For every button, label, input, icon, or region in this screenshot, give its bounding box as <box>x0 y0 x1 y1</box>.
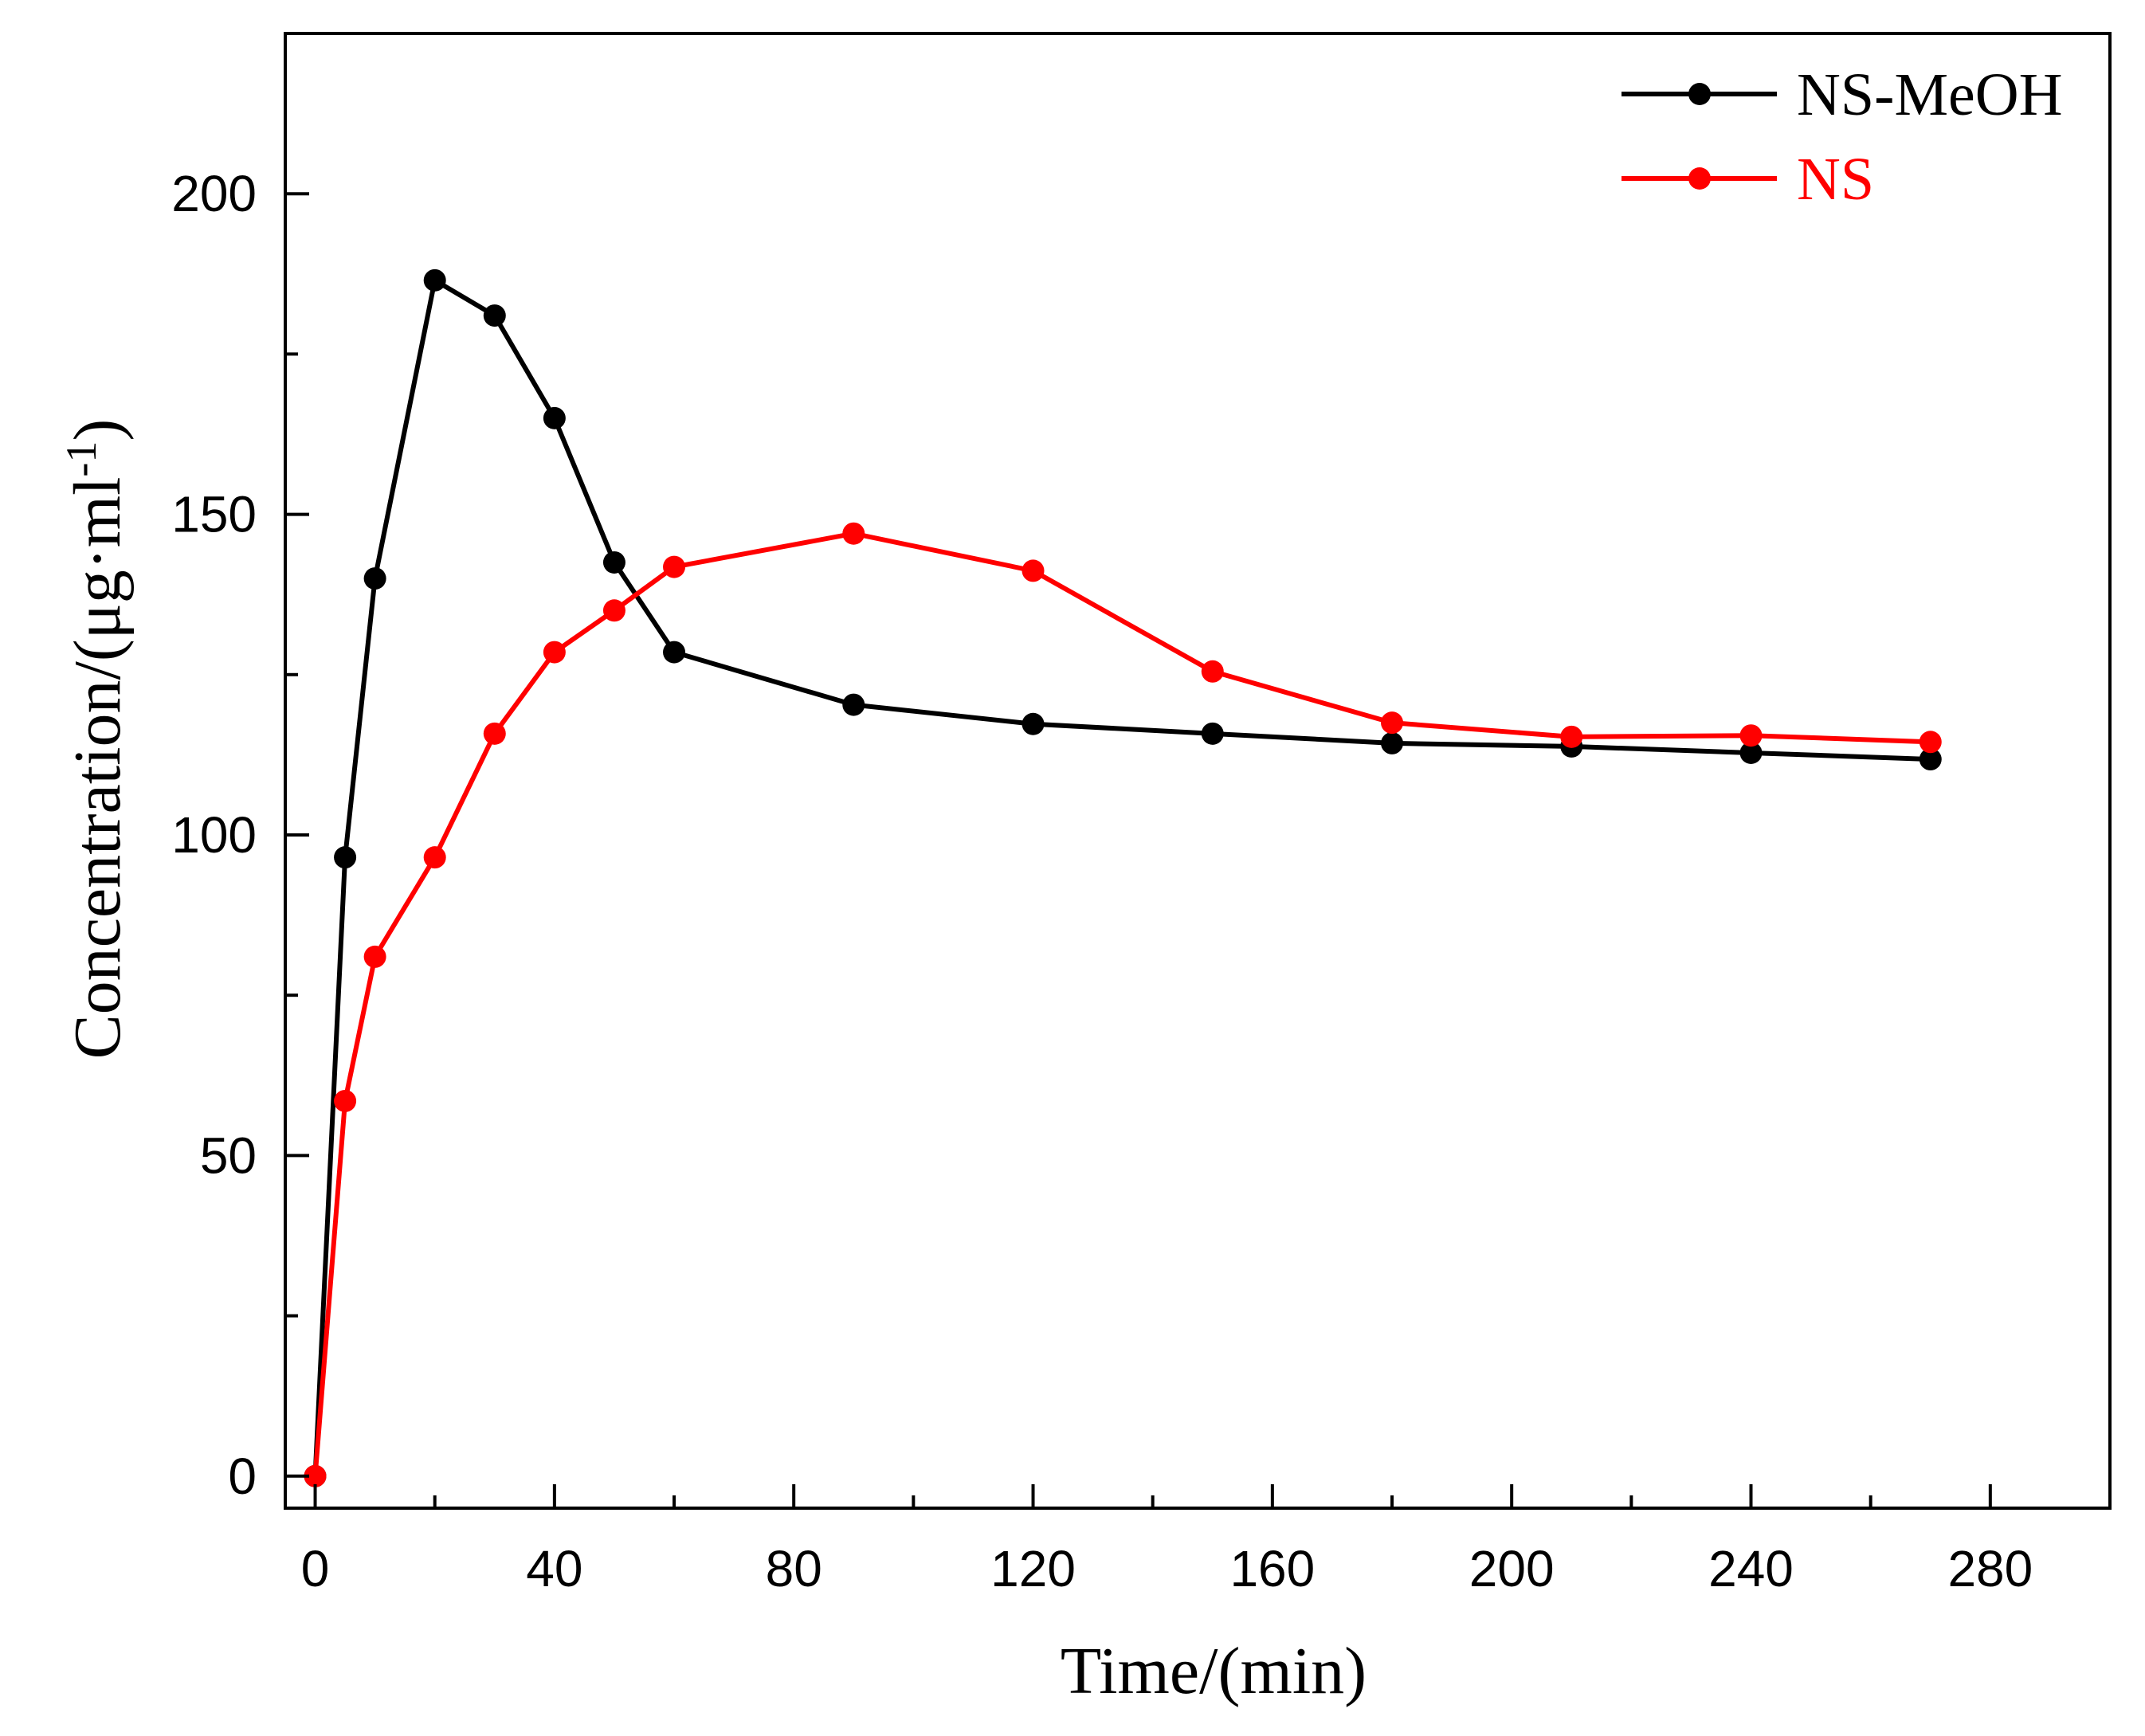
x-axis-title: Time/(min) <box>1061 1634 1367 1708</box>
legend: NS-MeOH NS <box>1621 61 2063 213</box>
data-point-ns-meoh <box>483 304 506 327</box>
data-point-ns <box>1919 731 1942 754</box>
x-tick-label: 200 <box>1469 1540 1555 1597</box>
y-tick-label: 100 <box>171 806 257 864</box>
y-axis-title-superscript: -1 <box>57 441 105 477</box>
legend-marker-ns <box>1688 167 1711 190</box>
data-point-ns-meoh <box>423 268 446 292</box>
y-tick-label: 0 <box>228 1448 257 1505</box>
y-axis-title: Concentration/(μg·ml-1) <box>57 419 135 1060</box>
series-line-ns <box>312 531 1931 1476</box>
data-point-ns <box>423 846 446 869</box>
x-tick-label: 120 <box>990 1540 1076 1597</box>
ticks-layer: 0 40 80 120 160 200 240 280 0 50 100 150 200 <box>171 165 2033 1597</box>
data-point-ns <box>1022 559 1045 582</box>
data-point-ns <box>363 945 386 968</box>
y-tick-label: 50 <box>200 1127 257 1184</box>
data-point-ns <box>663 555 686 578</box>
legend-label-ns-meoh: NS-MeOH <box>1797 61 2063 128</box>
data-point-ns <box>543 641 566 664</box>
legend-marker-ns-meoh <box>1688 83 1711 105</box>
y-tick-label: 200 <box>171 165 257 222</box>
data-point-ns-meoh <box>363 567 386 590</box>
data-point-ns <box>1739 724 1763 747</box>
x-tick-label: 280 <box>1947 1540 2033 1597</box>
data-point-ns <box>1560 725 1583 748</box>
data-point-ns-meoh <box>842 693 865 716</box>
y-tick-label: 150 <box>171 486 257 543</box>
plot-frame <box>284 32 2112 1510</box>
data-point-ns-meoh <box>663 641 686 664</box>
data-point-ns <box>304 1464 327 1487</box>
data-point-ns-meoh <box>1739 741 1763 764</box>
data-point-ns <box>334 1089 357 1112</box>
data-point-ns-meoh <box>1022 712 1045 735</box>
data-point-ns <box>1381 711 1404 735</box>
data-point-ns <box>602 599 625 622</box>
data-point-ns-meoh <box>334 846 357 869</box>
x-tick-label: 160 <box>1229 1540 1315 1597</box>
x-tick-label: 240 <box>1708 1540 1794 1597</box>
data-point-ns-meoh <box>1919 748 1942 771</box>
data-point-ns <box>1201 660 1224 683</box>
data-point-ns-meoh <box>543 406 566 429</box>
data-point-ns <box>483 722 506 745</box>
y-axis-title-main: Concentration/(μg·ml <box>61 477 135 1060</box>
data-point-ns <box>842 522 865 545</box>
x-tick-label: 0 <box>301 1540 330 1597</box>
data-point-ns-meoh <box>602 551 625 574</box>
y-axis-title-close: ) <box>61 419 135 441</box>
data-point-ns-meoh <box>1201 722 1224 745</box>
x-tick-label: 40 <box>526 1540 582 1597</box>
data-point-ns-meoh <box>1381 731 1404 754</box>
legend-label-ns: NS <box>1797 146 1874 213</box>
series-layer <box>304 268 1942 1487</box>
x-tick-label: 80 <box>766 1540 822 1597</box>
series-line-ns-meoh <box>312 277 1931 1476</box>
